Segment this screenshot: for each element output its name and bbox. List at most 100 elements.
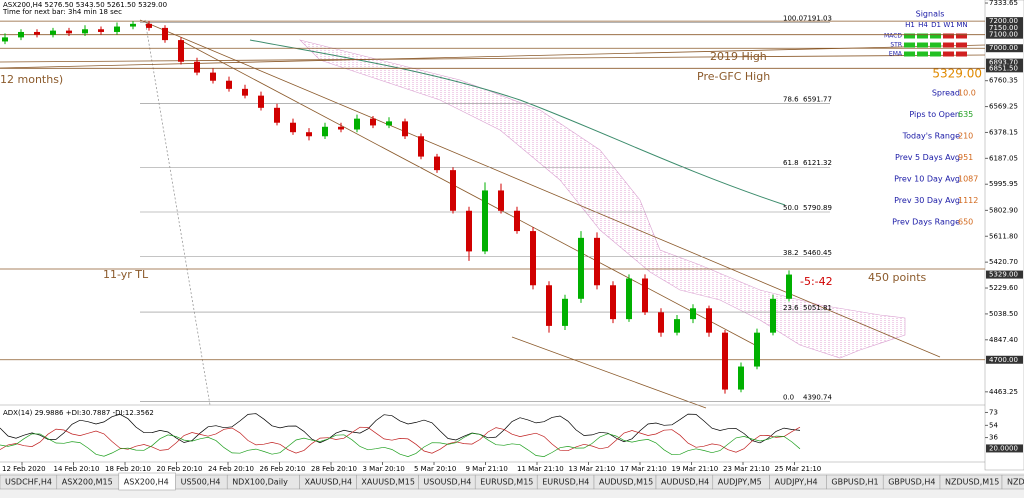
candle-body [210, 72, 216, 81]
y-tick-label: 7100.00 [989, 31, 1018, 39]
stat-value: 1112 [958, 196, 978, 205]
y-tick-label: 5329.00 [989, 271, 1018, 279]
fib-pct: 0.0 [783, 394, 794, 402]
candle-body [130, 23, 136, 27]
y-tick-label: 5611.80 [989, 232, 1018, 240]
candle-body [338, 126, 344, 130]
signal-cell [943, 51, 954, 57]
fib-value: 6121.32 [803, 159, 832, 167]
tab-label: XAUUSD,M15 [361, 478, 415, 487]
candle-body [514, 210, 520, 232]
candle-body [498, 190, 504, 211]
signal-cell [956, 42, 967, 48]
y-tick-label: 4847.40 [989, 336, 1018, 344]
x-tick-label: 26 Feb 20:10 [260, 465, 306, 473]
adx-title: ADX(14) 29.9886 +DI:30.7887 -DI:12.3562 [3, 409, 154, 417]
header: ASX200,H4 5276.50 5343.50 5261.50 5329.0… [3, 1, 167, 9]
trend-line [0, 44, 986, 69]
fib-value: 5460.45 [803, 249, 832, 257]
y-tick-label: 4700.00 [989, 356, 1018, 364]
price: 5329.00 [932, 67, 982, 81]
signal-col: MN [956, 21, 967, 29]
candle-body [178, 40, 184, 62]
ichimoku-cloud [299, 39, 906, 359]
tab-label: NZDUSD,M15 [945, 478, 999, 487]
candle-body [770, 298, 776, 333]
candle-body [722, 332, 728, 390]
x-tick-label: 14 Feb 20:10 [54, 465, 100, 473]
candle-body [418, 136, 424, 157]
tab-label: NZDC [1007, 478, 1024, 487]
candle-body [146, 23, 152, 28]
annotation: 2019 High [710, 50, 767, 63]
x-tick-label: 28 Feb 20:10 [311, 465, 357, 473]
tab[interactable] [1001, 474, 1024, 490]
stat-value: 951 [958, 153, 973, 162]
signal-cell [917, 42, 928, 48]
candle-body [626, 278, 632, 320]
x-tick-label: 20 Feb 20:10 [157, 465, 203, 473]
x-tick-label: 3 Mar 20:10 [363, 465, 405, 473]
candle-body [482, 190, 488, 252]
tab-label: AUDJPY,M5 [718, 478, 762, 487]
tick-box [986, 58, 1023, 67]
x-tick-label: 25 Mar 21:10 [775, 465, 822, 473]
candle-body [306, 132, 312, 137]
tab-bar: USDCHF,H4 ASX200,M15 ASX200,H4 US500,H4 NDX1… [0, 472, 1024, 498]
signals-grid: H1 H4 D1 W1 MN MACD STR EMA [884, 21, 968, 58]
tab-label: NDX100,Daily [232, 478, 288, 487]
candle-body [642, 278, 648, 313]
candle-body [226, 80, 232, 89]
candle-body [610, 285, 616, 320]
annotation: 450 points [868, 271, 927, 284]
signals-title: Signals [916, 10, 945, 19]
signal-cell [930, 51, 941, 57]
stat-label: Prev Days Range [892, 218, 960, 227]
tab-label: ASX200,M15 [62, 478, 113, 487]
candle-body [530, 231, 536, 286]
candle-body [2, 37, 8, 42]
stat-value: 10.0 [958, 89, 976, 98]
stat-value: 1087 [958, 175, 978, 184]
x-tick-label: 19 Mar 21:10 [672, 465, 719, 473]
candle-body [738, 366, 744, 390]
candle-body [706, 308, 712, 333]
candle-body [578, 237, 584, 299]
fib-value: 7191.03 [803, 14, 832, 22]
signal-cell [956, 51, 967, 57]
fib-pct: 38.2 [783, 249, 799, 257]
stat-label: Spread [932, 89, 960, 98]
signal-cell [904, 42, 915, 48]
candle-body [162, 27, 168, 41]
tick-box [986, 444, 1023, 453]
y-tick-label: 20.0000 [989, 444, 1018, 452]
tab-label: XAUUSD,H4 [305, 478, 353, 487]
signal-cell [943, 42, 954, 48]
y-tick-label: 5229.60 [989, 284, 1018, 292]
y-tick-label: 73 [989, 408, 998, 416]
header: Time for next bar: 3h4 min 18 sec [2, 8, 122, 16]
trend-line [0, 54, 986, 63]
candle-body [242, 88, 248, 96]
candle-body [594, 237, 600, 286]
annotation: 12 months) [0, 73, 63, 86]
y-tick-label: 7150.00 [989, 24, 1018, 32]
y-tick-label: 5420.70 [989, 258, 1018, 266]
signal-cell [917, 51, 928, 57]
signal-col: D1 [931, 21, 941, 29]
fib-value: 5790.89 [803, 204, 832, 212]
candle-body [402, 121, 408, 137]
signal-cell [956, 33, 967, 39]
candle-body [50, 30, 56, 35]
candle-body [354, 118, 360, 130]
trend-line [139, 19, 941, 358]
y-tick-label: 6760.35 [989, 77, 1018, 85]
y-tick-label: 7200.00 [989, 17, 1018, 25]
tab-label: GBPUSD,H4 [888, 478, 935, 487]
x-tick-label: 9 Mar 21:10 [466, 465, 508, 473]
signal-row: EMA [889, 51, 903, 58]
signal-row: STR [890, 42, 902, 49]
signal-col: H1 [905, 21, 915, 29]
y-tick-label: 6851.50 [989, 64, 1018, 72]
